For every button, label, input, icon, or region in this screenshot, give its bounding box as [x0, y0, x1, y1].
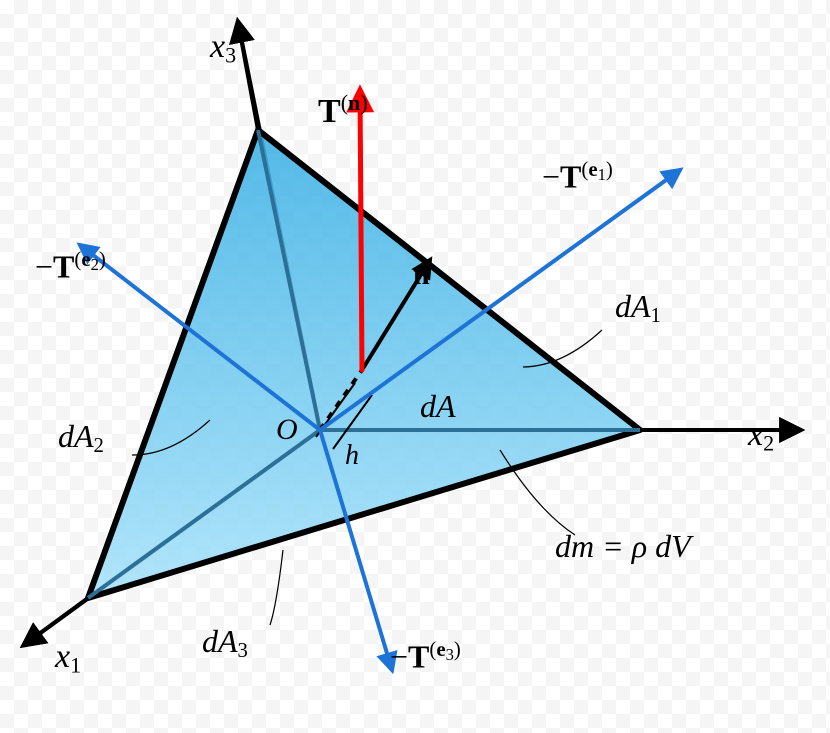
- dA1-label: dA1: [615, 290, 661, 327]
- dA-label: dA: [420, 390, 456, 422]
- cauchy-tetrahedron-diagram: x1 x2 x3 O h dA dA1 dA2 dA3 n dm = ρ dV …: [0, 0, 830, 733]
- h-label: h: [345, 442, 359, 470]
- origin-label: O: [276, 415, 298, 445]
- Te1-label: −T(e1): [542, 160, 613, 192]
- dA2-label: dA2: [58, 420, 104, 457]
- axis-x3-label: x3: [210, 30, 236, 67]
- axis-x2-label: x2: [748, 418, 774, 455]
- normal-n-label: n: [413, 260, 430, 290]
- dm-rho-dV-label: dm = ρ dV: [555, 530, 691, 562]
- Te2-label: −T(e2): [35, 250, 106, 282]
- Te3-label: −T(e3): [390, 640, 461, 672]
- dA3-label: dA3: [202, 625, 248, 662]
- diagram-svg: [0, 0, 830, 733]
- Tn-label: T(n): [318, 92, 368, 129]
- axis-x1-label: x1: [55, 640, 81, 677]
